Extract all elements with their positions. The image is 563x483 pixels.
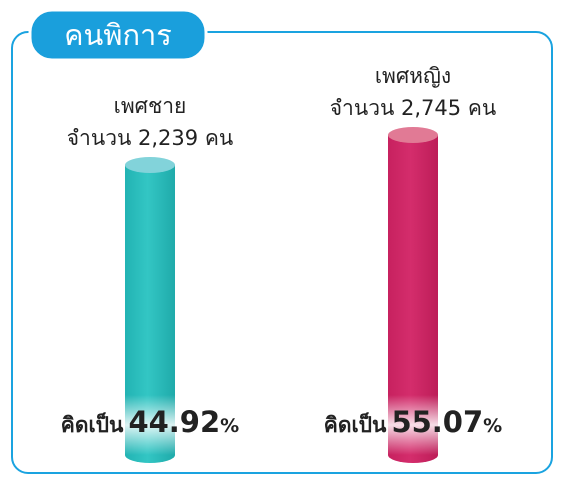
cylinder-female	[388, 127, 438, 463]
group-label: เพศหญิง	[375, 64, 451, 88]
title: คนพิการ	[64, 18, 172, 52]
group-count: จำนวน 2,745 คน	[330, 96, 496, 120]
percent-unit: %	[220, 415, 239, 437]
cylinder-male	[125, 157, 175, 463]
percent-value: 44.92	[128, 405, 220, 439]
percent-prefix: คิดเป็น	[324, 411, 387, 437]
group-count: จำนวน 2,239 คน	[67, 126, 233, 150]
percent-value: 55.07	[391, 405, 483, 439]
group-percent: คิดเป็น 55.07%	[324, 405, 502, 439]
group-label: เพศชาย	[114, 94, 187, 118]
title-tab	[28, 8, 208, 62]
group-percent: คิดเป็น 44.92%	[61, 405, 239, 439]
percent-prefix: คิดเป็น	[61, 411, 124, 437]
percent-unit: %	[483, 415, 502, 437]
